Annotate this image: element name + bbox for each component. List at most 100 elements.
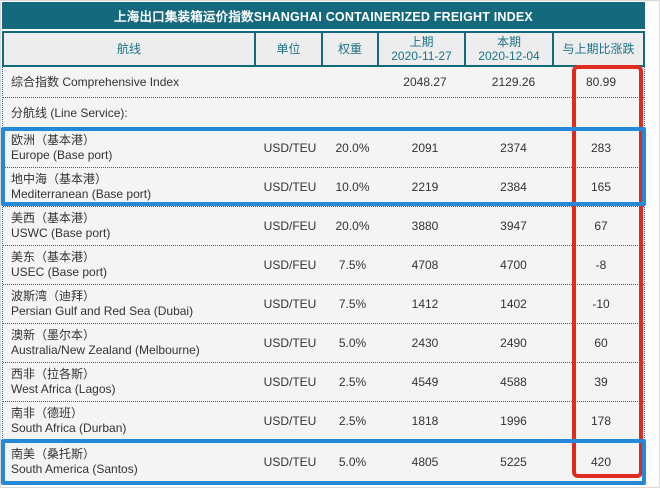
header-cell-date: 2020-11-27 — [391, 49, 452, 63]
change-cell: 283 — [590, 141, 612, 155]
route-name-en: West Africa (Lagos) — [11, 382, 116, 396]
change-cell: 165 — [590, 180, 612, 194]
header-cell-3: 上期 2020-11-27 — [379, 33, 466, 65]
prev-period-cell: 2430 — [411, 336, 439, 350]
route-name-en: Mediterranean (Base port) — [11, 187, 152, 201]
route-cell: 西非（拉各斯） West Africa (Lagos) — [3, 363, 256, 401]
route-cell: 澳新（墨尔本） Australia/New Zealand (Melbourne) — [3, 324, 256, 362]
prev-period-cell: 3880 — [411, 219, 439, 233]
change-cell: -8 — [595, 258, 607, 272]
route-name-en: South America (Santos) — [11, 462, 138, 476]
header-cell-2: 权重 — [323, 33, 379, 65]
weight-cell: 5.0% — [338, 455, 367, 469]
curr-period-cell: 2490 — [500, 336, 527, 350]
weight-cell: 20.0% — [335, 219, 370, 233]
header-cell-label: 权重 — [337, 42, 362, 56]
prev-period-cell: 4708 — [411, 258, 439, 272]
route-name-cn: 欧洲（基本港） — [11, 133, 96, 147]
unit-cell: USD/TEU — [263, 141, 317, 155]
route-name-cn: 西非（拉各斯） — [11, 367, 96, 381]
unit-cell: USD/TEU — [263, 336, 317, 350]
header-cell-4: 本期 2020-12-04 — [466, 33, 554, 65]
route-cell: 综合指数 Comprehensive Index — [11, 74, 180, 89]
table-row: 波斯湾（迪拜） Persian Gulf and Red Sea (Dubai) U… — [3, 285, 644, 324]
header-cell-label: 本期 — [496, 35, 521, 49]
prev-period-cell: 4805 — [411, 455, 439, 469]
route-name-cn: 美西（基本港） — [11, 211, 96, 225]
change-cell: 60 — [594, 336, 608, 350]
route-name-en: Europe (Base port) — [11, 148, 113, 162]
route-cell: 南美（桑托斯） South America (Santos) — [3, 441, 256, 483]
route-name-en: Persian Gulf and Red Sea (Dubai) — [11, 304, 194, 318]
change-cell: 178 — [590, 414, 612, 428]
table-row: 地中海（基本港） Mediterranean (Base port) USD/TEU… — [3, 168, 644, 207]
header-cell-0: 航线 — [4, 33, 256, 65]
table-row: 分航线 (Line Service): — [3, 98, 644, 129]
prev-period-cell: 1818 — [411, 414, 439, 428]
route-name-en: Australia/New Zealand (Melbourne) — [11, 343, 200, 357]
prev-period-cell: 2091 — [411, 141, 439, 155]
route-cell: 波斯湾（迪拜） Persian Gulf and Red Sea (Dubai) — [3, 285, 256, 323]
prev-period-cell: 4549 — [411, 375, 439, 389]
route-cell: 美西（基本港） USWC (Base port) — [3, 207, 256, 245]
table-row: 南美（桑托斯） South America (Santos) USD/TEU 5.0%… — [3, 441, 644, 484]
header-cell-label: 航线 — [116, 42, 141, 56]
table-row: 南非（德班） South Africa (Durban) USD/TEU 2.5% 18… — [3, 402, 644, 441]
curr-period-cell: 5225 — [500, 455, 527, 469]
route-name-cn: 地中海（基本港） — [11, 172, 108, 186]
curr-period-cell: 2374 — [500, 141, 527, 155]
weight-cell: 7.5% — [338, 258, 367, 272]
route-name-cn: 南美（桑托斯） — [11, 447, 96, 461]
table-row: 澳新（墨尔本） Australia/New Zealand (Melbourne)… — [3, 324, 644, 363]
header-cell-label: 与上期比涨跌 — [562, 42, 635, 56]
change-cell: 420 — [590, 455, 612, 469]
prev-period-cell: 2219 — [411, 180, 439, 194]
route-name-en: USEC (Base port) — [11, 265, 108, 279]
weight-cell: 10.0% — [335, 180, 370, 194]
header-cell-1: 单位 — [256, 33, 323, 65]
route-name-en: South Africa (Durban) — [11, 421, 127, 435]
curr-period-cell: 4700 — [500, 258, 527, 272]
route-name-cn: 南非（德班） — [11, 406, 84, 420]
table-row: 西非（拉各斯） West Africa (Lagos) USD/TEU 2.5% 454… — [3, 363, 644, 402]
change-cell: 67 — [594, 219, 608, 233]
weight-cell: 2.5% — [338, 414, 367, 428]
prev-period-cell: 2048.27 — [403, 75, 447, 89]
header-cell-5: 与上期比涨跌 — [554, 33, 643, 65]
header-cell-label: 单位 — [276, 42, 301, 56]
change-cell: -10 — [592, 297, 610, 311]
header-cell-date: 2020-12-04 — [478, 49, 540, 63]
curr-period-cell: 1402 — [500, 297, 527, 311]
route-cell: 地中海（基本港） Mediterranean (Base port) — [3, 168, 256, 206]
table-header-row: 航线 单位 权重 上期 2020-11-27 本期 2020-12-04 与上期比涨跌 — [2, 31, 645, 67]
table-body: 综合指数 Comprehensive Index 2048.27 2129.26 80… — [2, 67, 645, 484]
weight-cell: 7.5% — [338, 297, 367, 311]
unit-cell: USD/TEU — [263, 297, 317, 311]
prev-period-cell: 1412 — [411, 297, 439, 311]
unit-cell: USD/TEU — [263, 455, 317, 469]
table-row: 综合指数 Comprehensive Index 2048.27 2129.26 80… — [3, 67, 644, 98]
unit-cell: USD/TEU — [263, 375, 317, 389]
weight-cell: 5.0% — [338, 336, 367, 350]
curr-period-cell: 2384 — [500, 180, 527, 194]
section-label-cell: 分航线 (Line Service): — [11, 105, 128, 120]
unit-cell: USD/FEU — [263, 219, 317, 233]
change-cell: 80.99 — [585, 75, 617, 89]
route-name-cn: 美东（基本港） — [11, 250, 96, 264]
table-row: 欧洲（基本港） Europe (Base port) USD/TEU 20.0% 209… — [3, 129, 644, 168]
change-cell: 39 — [594, 375, 608, 389]
route-cell: 美东（基本港） USEC (Base port) — [3, 246, 256, 284]
weight-cell: 2.5% — [338, 375, 367, 389]
unit-cell: USD/FEU — [263, 258, 317, 272]
weight-cell: 20.0% — [335, 141, 370, 155]
curr-period-cell: 4588 — [500, 375, 527, 389]
route-name-cn: 波斯湾（迪拜） — [11, 289, 96, 303]
table-row: 美西（基本港） USWC (Base port) USD/FEU 20.0% 3880 3… — [3, 207, 644, 246]
curr-period-cell: 2129.26 — [491, 75, 536, 89]
page-title: 上海出口集装箱运价指数SHANGHAI CONTAINERIZED FREIGH… — [2, 2, 645, 29]
curr-period-cell: 1996 — [500, 414, 527, 428]
table-row: 美东（基本港） USEC (Base port) USD/FEU 7.5% 4708 47… — [3, 246, 644, 285]
route-cell: 欧洲（基本港） Europe (Base port) — [3, 129, 256, 167]
route-name-en: USWC (Base port) — [11, 226, 111, 240]
